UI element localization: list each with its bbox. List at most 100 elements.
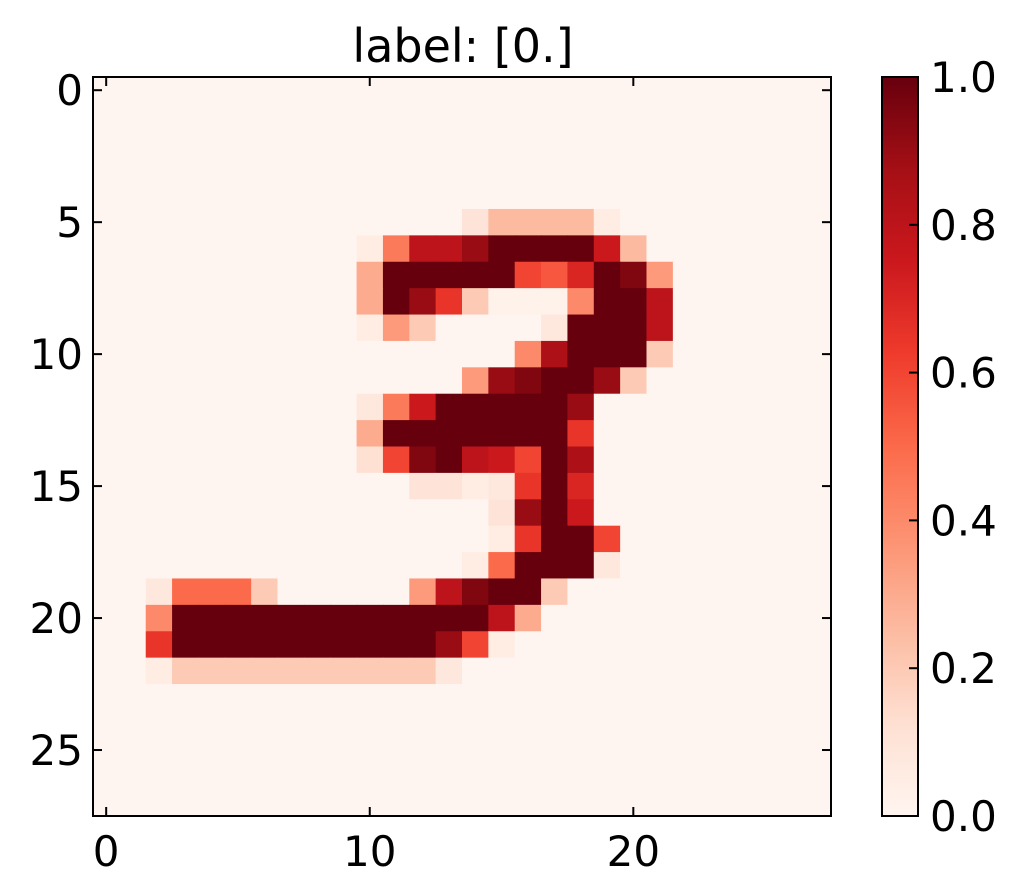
heatmap-cell — [251, 499, 279, 527]
heatmap-cell — [119, 472, 147, 500]
heatmap-cell — [224, 129, 252, 157]
heatmap-cell — [119, 446, 147, 474]
heatmap-cell — [330, 684, 358, 712]
heatmap-cell — [277, 525, 305, 553]
heatmap-cell — [488, 420, 516, 448]
heatmap-cell — [303, 208, 331, 236]
heatmap-cell — [593, 208, 621, 236]
heatmap-cell — [330, 156, 358, 184]
colorbar-tick-label: 0.0 — [930, 792, 997, 841]
heatmap-cell — [145, 340, 173, 368]
heatmap-cell — [699, 631, 727, 659]
heatmap-cell — [409, 631, 437, 659]
heatmap-cell — [172, 657, 200, 685]
heatmap-cell — [224, 367, 252, 395]
heatmap-cell — [514, 129, 542, 157]
heatmap-cell — [725, 314, 753, 342]
heatmap-cell — [435, 657, 463, 685]
heatmap-cell — [804, 789, 832, 817]
heatmap-cell — [488, 103, 516, 131]
heatmap-cell — [303, 710, 331, 738]
heatmap-cell — [435, 525, 463, 553]
heatmap-cell — [224, 208, 252, 236]
heatmap-cell — [356, 208, 384, 236]
heatmap-cell — [725, 736, 753, 764]
heatmap-cell — [725, 420, 753, 448]
heatmap-cell — [198, 314, 226, 342]
heatmap-cell — [356, 103, 384, 131]
heatmap-cell — [567, 525, 595, 553]
heatmap-cell — [251, 472, 279, 500]
heatmap-cell — [462, 261, 489, 289]
heatmap-cell — [593, 552, 621, 580]
heatmap-cell — [725, 208, 753, 236]
heatmap-cell — [277, 393, 305, 421]
heatmap-cell — [409, 288, 437, 316]
heatmap-cell — [593, 472, 621, 500]
heatmap-cell — [672, 103, 700, 131]
heatmap-cell — [93, 235, 120, 263]
heatmap-cell — [330, 446, 358, 474]
heatmap-cell — [356, 129, 384, 157]
heatmap-cell — [725, 261, 753, 289]
heatmap-cell — [251, 525, 279, 553]
heatmap-cell — [488, 578, 516, 606]
heatmap-cell — [593, 261, 621, 289]
heatmap-cell — [725, 182, 753, 210]
heatmap-cell — [804, 261, 832, 289]
heatmap-cell — [198, 684, 226, 712]
heatmap-cell — [93, 578, 120, 606]
heatmap-cell — [778, 367, 806, 395]
heatmap-cell — [119, 208, 147, 236]
heatmap-cell — [93, 684, 120, 712]
heatmap-cell — [488, 208, 516, 236]
heatmap-cell — [382, 552, 410, 580]
heatmap-cell — [488, 552, 516, 580]
heatmap-cell — [541, 182, 569, 210]
heatmap-cell — [172, 156, 200, 184]
heatmap-cell — [172, 499, 200, 527]
heatmap-cell — [198, 129, 226, 157]
heatmap-cell — [409, 393, 437, 421]
heatmap-cell — [541, 472, 569, 500]
heatmap-cell — [224, 631, 252, 659]
heatmap-cell — [303, 367, 331, 395]
heatmap-cell — [804, 393, 832, 421]
heatmap-cell — [172, 393, 200, 421]
heatmap-cell — [593, 367, 621, 395]
heatmap-cell — [145, 657, 173, 685]
heatmap-cell — [198, 604, 226, 632]
heatmap-cell — [277, 604, 305, 632]
heatmap-cell — [751, 499, 779, 527]
heatmap-cell — [330, 604, 358, 632]
heatmap-cell — [646, 604, 674, 632]
heatmap-cell — [224, 77, 252, 104]
heatmap-cell — [488, 525, 516, 553]
heatmap-cell — [804, 657, 832, 685]
heatmap-cell — [804, 156, 832, 184]
heatmap-cell — [435, 736, 463, 764]
heatmap-cell — [725, 684, 753, 712]
heatmap-cell — [198, 103, 226, 131]
heatmap-cell — [145, 578, 173, 606]
heatmap-cell — [541, 604, 569, 632]
heatmap-cell — [435, 156, 463, 184]
heatmap-cell — [778, 182, 806, 210]
heatmap-cell — [145, 525, 173, 553]
heatmap-cell — [672, 631, 700, 659]
heatmap-cell — [251, 77, 279, 104]
heatmap-cell — [303, 499, 331, 527]
heatmap-cell — [409, 763, 437, 791]
heatmap-cell — [93, 657, 120, 685]
heatmap-cell — [462, 684, 489, 712]
heatmap-cell — [409, 604, 437, 632]
heatmap-cell — [409, 710, 437, 738]
heatmap-cell — [330, 235, 358, 263]
heatmap-cell — [646, 525, 674, 553]
heatmap-cell — [462, 182, 489, 210]
heatmap-cell — [672, 314, 700, 342]
heatmap-cell — [224, 578, 252, 606]
heatmap-cell — [699, 103, 727, 131]
heatmap-cell — [646, 367, 674, 395]
heatmap-cell — [541, 77, 569, 104]
